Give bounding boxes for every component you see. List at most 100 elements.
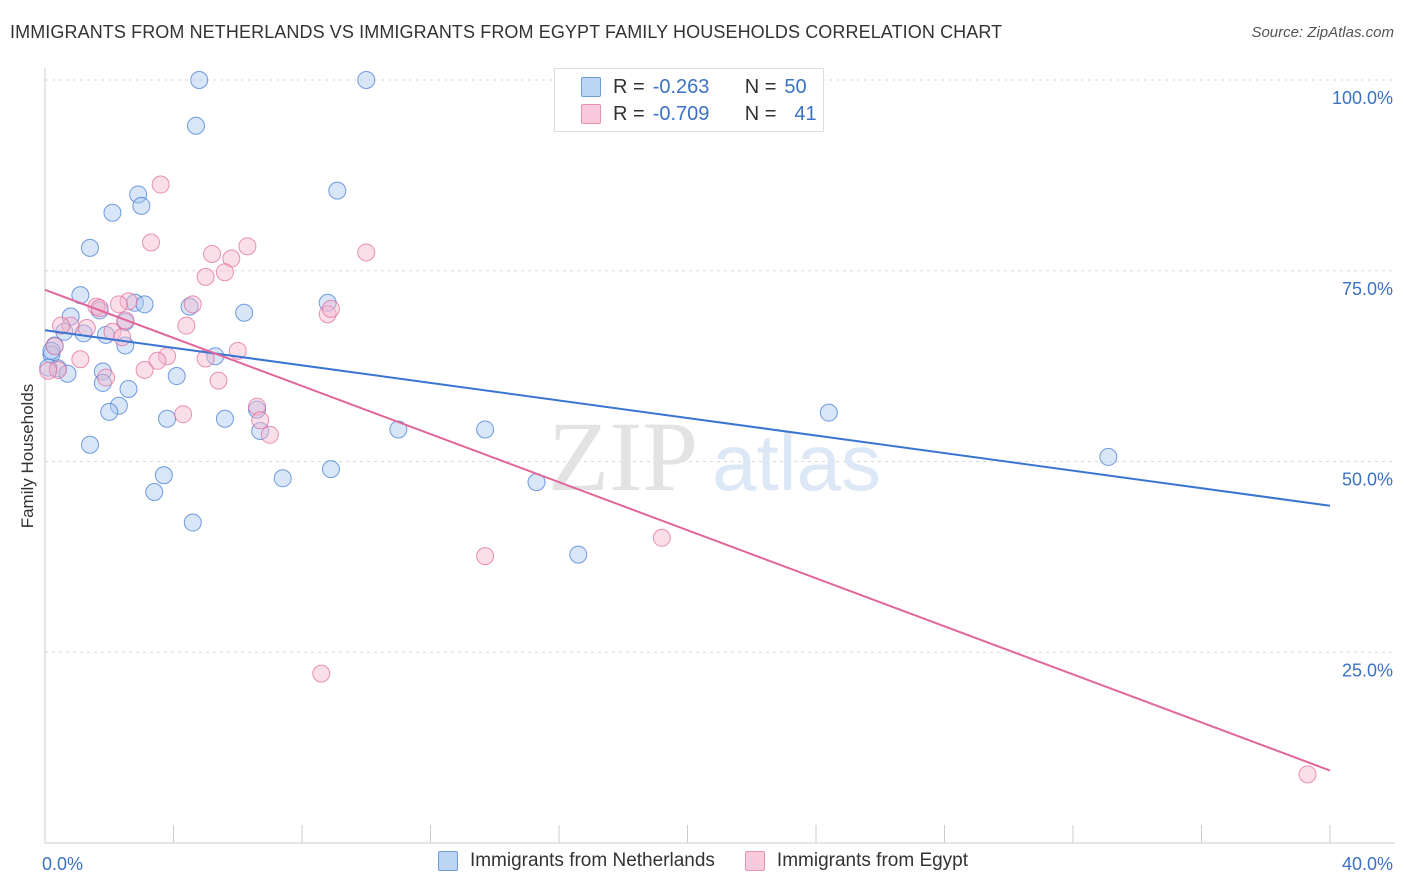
egypt-point [109, 295, 128, 314]
chart-title: IMMIGRANTS FROM NETHERLANDS VS IMMIGRANT… [10, 22, 1003, 42]
tick-labels: 25.0% 50.0% 75.0% 100.0% 0.0% 40.0% [42, 88, 1393, 874]
legend-item-egypt: Immigrants from Egypt [744, 850, 969, 872]
netherlands-point [100, 402, 119, 421]
egypt-point [39, 361, 58, 380]
legend-n-label: N = [744, 102, 777, 125]
egypt-legend-label: Immigrants from Egypt [776, 850, 969, 871]
legend-row-netherlands: R = -0.263 N = 50 [581, 74, 807, 100]
data-points [39, 71, 1317, 784]
egypt-point [151, 175, 170, 194]
netherlands-point [61, 307, 80, 326]
egypt-point [251, 411, 270, 430]
netherlands-point [93, 373, 112, 392]
egypt-point [238, 237, 257, 256]
egypt-point [142, 233, 161, 252]
netherlands-point [273, 469, 292, 488]
netherlands-point [235, 303, 254, 322]
legend-r-label: R = [613, 102, 645, 125]
egypt-point [48, 360, 67, 379]
netherlands-point [158, 409, 177, 428]
netherlands-point [321, 460, 340, 479]
egypt-point [203, 244, 222, 263]
netherlands-legend-label: Immigrants from Netherlands [469, 850, 715, 871]
netherlands-point [58, 364, 77, 383]
netherlands-point [132, 196, 151, 215]
egypt-point [148, 351, 167, 370]
egypt-point [52, 316, 71, 335]
egypt-point [119, 292, 138, 311]
egypt-point [321, 299, 340, 318]
egypt-point [209, 371, 228, 390]
y-tick-label: 75.0% [1342, 279, 1393, 299]
netherlands-point [569, 545, 588, 564]
egypt-point [97, 368, 116, 387]
source-label: Source: ZipAtlas.com [1251, 24, 1394, 41]
egypt-point [312, 664, 331, 683]
egypt-point [260, 425, 279, 444]
egypt-point [1298, 765, 1317, 784]
egypt-point [174, 405, 193, 424]
netherlands-point [80, 435, 99, 454]
egypt-point [215, 263, 234, 282]
legend-n-value: 50 [784, 75, 807, 98]
series-legend: Immigrants from Netherlands Immigrants f… [0, 850, 1406, 872]
netherlands-point [167, 367, 186, 386]
netherlands-legend-swatch [437, 851, 458, 871]
x-tick-label: 0.0% [42, 854, 83, 874]
netherlands-point [119, 380, 138, 399]
legend-n-label: N = [744, 75, 777, 98]
netherlands-trend-line [44, 329, 1331, 507]
netherlands-point [186, 116, 205, 135]
legend-r-value: -0.263 [652, 75, 710, 98]
trend-lines [44, 288, 1331, 772]
netherlands-swatch [581, 77, 601, 97]
egypt-point [196, 267, 215, 286]
watermark-atlas: atlas [712, 418, 881, 507]
watermark-zip: ZIP [548, 401, 698, 512]
egypt-swatch [581, 104, 601, 124]
netherlands-point [357, 71, 376, 89]
egypt-point [135, 360, 154, 379]
egypt-point [248, 397, 267, 416]
egypt-legend-swatch [744, 851, 765, 871]
netherlands-point [183, 513, 202, 532]
netherlands-point [215, 409, 234, 428]
egypt-point [318, 305, 337, 324]
netherlands-point [145, 483, 164, 502]
netherlands-point [80, 238, 99, 257]
netherlands-point [129, 185, 148, 204]
correlation-legend: R = -0.263 N = 50 R = -0.709 N = 41 [554, 68, 824, 132]
y-tick-label: 50.0% [1342, 470, 1393, 490]
netherlands-point [135, 295, 154, 314]
legend-r-value: -0.709 [652, 102, 710, 125]
netherlands-point [103, 203, 122, 222]
netherlands-point [328, 181, 347, 200]
egypt-trend-line [44, 288, 1331, 772]
egypt-point [177, 316, 196, 335]
egypt-point [183, 295, 202, 314]
netherlands-point [154, 466, 173, 485]
egypt-point [77, 318, 96, 337]
legend-row-egypt: R = -0.709 N = 41 [581, 101, 817, 127]
egypt-point [113, 328, 132, 347]
netherlands-point [190, 71, 209, 89]
egypt-point [357, 243, 376, 262]
netherlands-point [180, 297, 199, 316]
egypt-point [476, 547, 495, 566]
egypt-point [71, 350, 90, 369]
axes [44, 68, 1395, 844]
x-tick-label: 40.0% [1342, 854, 1393, 874]
legend-n-value: 41 [794, 102, 817, 125]
y-tick-label: 100.0% [1332, 88, 1393, 108]
legend-item-netherlands: Immigrants from Netherlands [437, 850, 715, 872]
egypt-point [45, 337, 64, 356]
netherlands-point [476, 420, 495, 439]
netherlands-point [819, 403, 838, 422]
egypt-point [652, 528, 671, 547]
netherlands-point [1099, 447, 1118, 466]
y-tick-label: 25.0% [1342, 660, 1393, 680]
netherlands-point [109, 396, 128, 415]
legend-r-label: R = [613, 75, 645, 98]
netherlands-point [251, 421, 270, 440]
